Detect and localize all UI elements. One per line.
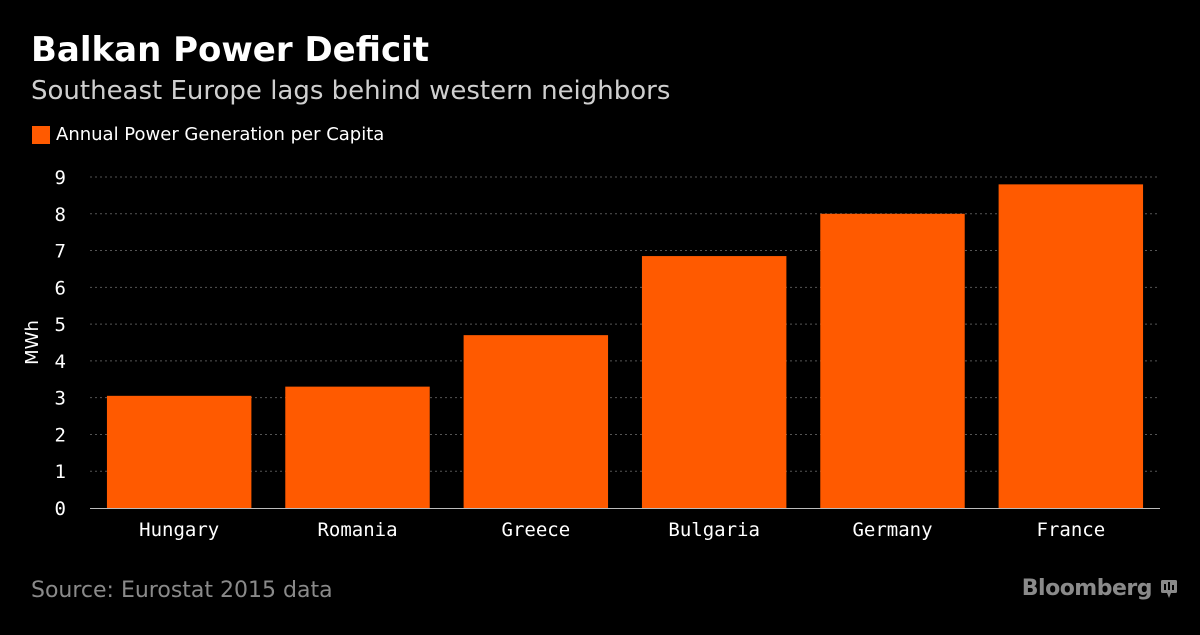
- bar-bulgaria: [641, 256, 787, 508]
- x-tick-label: Romania: [317, 519, 397, 541]
- x-tick-label: Hungary: [139, 519, 219, 541]
- y-axis-ticks: 0 1 2 3 4 5 6 7 8 9: [55, 167, 66, 520]
- bloomberg-terminal-icon: [1161, 579, 1177, 598]
- bar-germany: [820, 213, 965, 508]
- x-axis-ticks: Hungary Romania Greece Bulgaria Germany Franc…: [139, 519, 1105, 541]
- brand-name: Bloomberg: [1021, 576, 1153, 601]
- x-tick-label: Bulgaria: [668, 519, 760, 541]
- chart-subtitle: Southeast Europe lags behind western nei…: [31, 76, 671, 106]
- y-axis-label: MWh: [22, 320, 43, 365]
- y-tick-label: 2: [55, 424, 66, 446]
- legend-label: Annual Power Generation per Capita: [56, 124, 385, 145]
- source-note: Source: Eurostat 2015 data: [31, 578, 333, 603]
- y-tick-label: 1: [55, 461, 66, 483]
- y-tick-label: 5: [55, 314, 66, 336]
- y-tick-label: 6: [55, 277, 66, 299]
- x-tick-label: Greece: [502, 519, 571, 541]
- y-tick-label: 7: [55, 241, 66, 263]
- bar-chart: 0 1 2 3 4 5 6 7 8 9 Hungary Romania Greece Bulgaria G…: [22, 167, 1160, 541]
- y-tick-label: 8: [55, 204, 66, 226]
- y-tick-label: 4: [55, 351, 66, 373]
- bar-hungary: [106, 395, 252, 508]
- x-tick-label: France: [1037, 519, 1106, 541]
- y-tick-label: 3: [55, 388, 66, 410]
- bars: [106, 184, 1144, 508]
- y-tick-label: 0: [55, 498, 66, 520]
- y-tick-label: 9: [55, 167, 66, 189]
- bar-greece: [463, 335, 609, 508]
- bar-romania: [285, 386, 430, 508]
- x-tick-label: Germany: [852, 519, 932, 541]
- brand-logo: Bloomberg: [1022, 576, 1178, 601]
- bar-france: [998, 184, 1144, 508]
- chart-title: Balkan Power Deficit: [31, 30, 430, 70]
- chart-legend: Annual Power Generation per Capita: [32, 124, 384, 145]
- grid-lines: [90, 176, 1160, 472]
- legend-swatch: [32, 125, 50, 144]
